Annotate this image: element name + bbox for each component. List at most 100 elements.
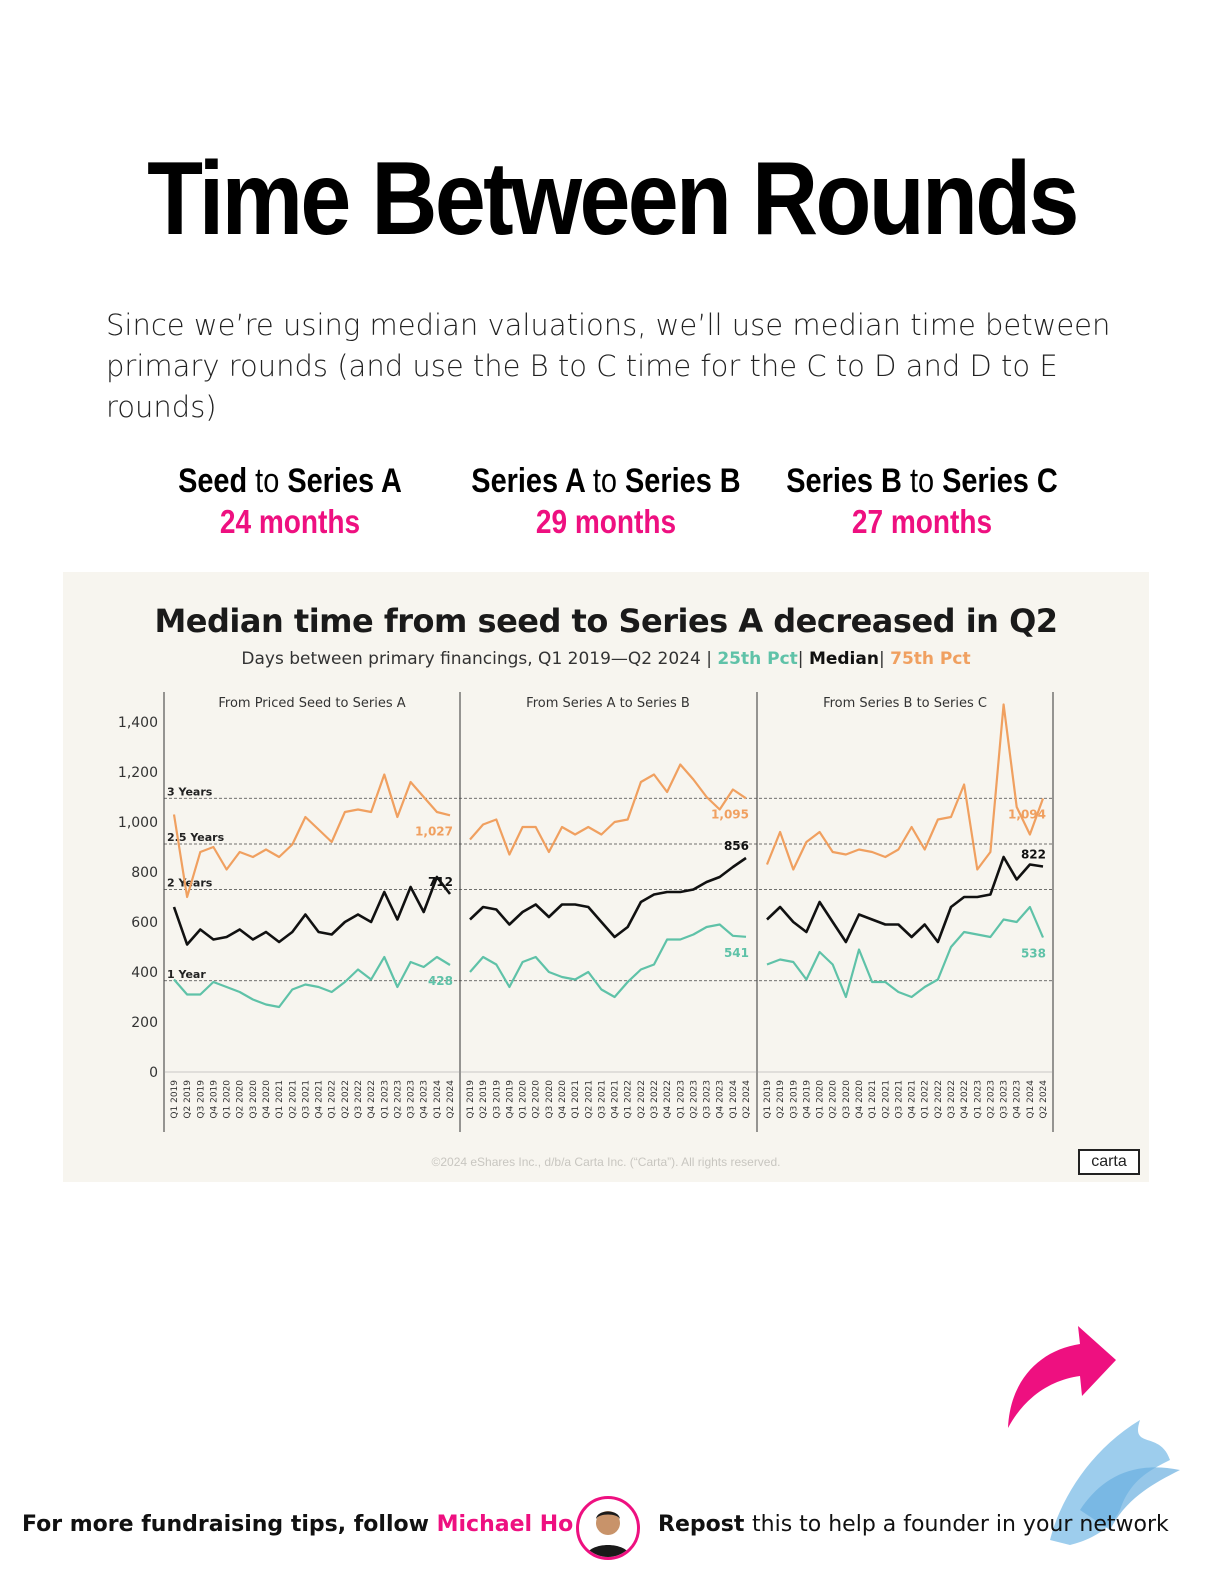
chart-subtitle-text: Days between primary financings, Q1 2019… <box>241 649 712 669</box>
x-tick-label: Q1 2021 <box>868 1080 878 1119</box>
y-tick-label: 1,400 <box>118 715 158 731</box>
x-tick-label: Q1 2020 <box>816 1080 826 1119</box>
reference-line-label: 2 Years <box>167 877 213 890</box>
x-tick-label: Q4 2023 <box>716 1080 726 1119</box>
x-tick-label: Q2 2019 <box>479 1080 489 1119</box>
page-title: Time Between Rounds <box>147 141 1079 257</box>
x-tick-label: Q2 2020 <box>829 1080 839 1119</box>
x-tick-label: Q2 2024 <box>1039 1080 1049 1119</box>
x-tick-label: Q2 2021 <box>584 1080 594 1119</box>
stat-to-word: to <box>909 462 935 500</box>
x-tick-label: Q2 2021 <box>288 1080 298 1119</box>
x-tick-label: Q1 2024 <box>1026 1080 1036 1119</box>
x-tick-label: Q4 2021 <box>315 1080 325 1119</box>
x-tick-label: Q3 2021 <box>597 1080 607 1119</box>
panel-title: From Series A to Series B <box>526 696 690 711</box>
x-tick-label: Q1 2019 <box>170 1080 180 1119</box>
x-tick-label: Q3 2022 <box>354 1080 364 1119</box>
x-tick-label: Q4 2021 <box>611 1080 621 1119</box>
legend-sep: | <box>878 649 885 669</box>
x-tick-label: Q4 2020 <box>855 1080 865 1119</box>
copyright: ©2024 eShares Inc., d/b/a Carta Inc. (“C… <box>431 1155 781 1169</box>
x-tick-label: Q3 2022 <box>650 1080 660 1119</box>
chart-svg: 0 200 400 600 800 1,000 1,200 1,400 3 Years 2.5 Y… <box>118 692 1054 1132</box>
x-tick-label: Q4 2019 <box>802 1080 812 1119</box>
legend-median: Median <box>808 649 879 669</box>
x-tick-label: Q3 2021 <box>894 1080 904 1119</box>
x-tick-label: Q2 2022 <box>637 1080 647 1119</box>
x-tick-label: Q3 2020 <box>545 1080 555 1119</box>
y-tick-label: 200 <box>131 1015 158 1031</box>
legend-25th: 25th Pct <box>717 649 798 669</box>
x-tick-label: Q4 2023 <box>1013 1080 1023 1119</box>
x-tick-label: Q1 2020 <box>223 1080 233 1119</box>
y-tick-label: 800 <box>131 865 158 881</box>
x-tick-label: Q2 2023 <box>689 1080 699 1119</box>
x-tick-label: Q1 2022 <box>328 1080 338 1119</box>
reference-line-label: 3 Years <box>167 785 213 798</box>
x-tick-label: Q4 2022 <box>960 1080 970 1119</box>
end-label-p75: 1,094 <box>1008 808 1046 822</box>
subtitle-line-2: primary rounds (and use the B to C time … <box>106 349 1058 424</box>
x-tick-label: Q2 2024 <box>742 1080 752 1119</box>
stat-seed-to-a: Seed to Series A 24 months <box>120 462 460 541</box>
stat-to: Series A <box>287 462 402 500</box>
series-line-p25 <box>173 955 451 1009</box>
stat-b-to-c: Series B to Series C 27 months <box>752 462 1092 541</box>
reference-line-label: 2.5 Years <box>167 831 225 844</box>
x-tick-label: Q1 2021 <box>275 1080 285 1119</box>
series-line-median <box>766 855 1044 944</box>
stat-to: Series B <box>625 462 741 500</box>
y-tick-label: 1,000 <box>118 815 158 831</box>
x-tick-label: Q1 2019 <box>466 1080 476 1119</box>
stat-value: 29 months <box>535 503 677 540</box>
end-label-median: 822 <box>1021 848 1046 862</box>
x-tick-label: Q3 2019 <box>789 1080 799 1119</box>
subtitle-line-1: Since we’re using median valuations, we’… <box>106 308 1111 342</box>
x-tick-label: Q3 2023 <box>1000 1080 1010 1119</box>
x-tick-label: Q3 2019 <box>492 1080 502 1119</box>
x-tick-label: Q1 2024 <box>729 1080 739 1119</box>
series-line-p75 <box>469 763 747 856</box>
x-tick-label: Q2 2022 <box>341 1080 351 1119</box>
end-label-median: 856 <box>724 839 749 853</box>
stat-to-word: to <box>255 462 280 500</box>
series-line-median <box>469 856 747 939</box>
stat-value: 27 months <box>851 503 993 540</box>
x-tick-label: Q2 2021 <box>881 1080 891 1119</box>
x-tick-label: Q2 2023 <box>986 1080 996 1119</box>
y-tick-label: 0 <box>149 1065 158 1081</box>
footer-repost: Repost this to help a founder in your ne… <box>658 1512 1169 1537</box>
x-tick-label: Q1 2023 <box>380 1080 390 1119</box>
griffin-watermark-icon <box>1050 1420 1180 1545</box>
x-tick-label: Q3 2022 <box>947 1080 957 1119</box>
y-tick-label: 1,200 <box>118 765 158 781</box>
x-tick-label: Q4 2019 <box>505 1080 515 1119</box>
chart-panel: Median time from seed to Series A decrea… <box>63 572 1149 1182</box>
x-tick-label: Q3 2021 <box>301 1080 311 1119</box>
carta-logo: carta <box>1078 1149 1140 1175</box>
series-line-p75 <box>172 773 451 899</box>
end-label-p75: 1,095 <box>711 807 749 821</box>
author-link[interactable]: Michael Ho <box>436 1512 574 1537</box>
x-tick-label: Q2 2020 <box>236 1080 246 1119</box>
series-line-p25 <box>766 905 1045 999</box>
x-tick-label: Q4 2022 <box>367 1080 377 1119</box>
x-tick-label: Q1 2019 <box>763 1080 773 1119</box>
x-tick-label: Q4 2023 <box>420 1080 430 1119</box>
end-label-p25: 541 <box>724 946 749 960</box>
stat-from: Series B <box>786 462 902 500</box>
series-line-median <box>172 875 452 946</box>
chart-title: Median time from seed to Series A decrea… <box>154 602 1058 640</box>
avatar <box>576 1496 640 1560</box>
x-tick-label: Q3 2023 <box>703 1080 713 1119</box>
stat-value: 24 months <box>219 503 361 540</box>
x-tick-label: Q4 2020 <box>262 1080 272 1119</box>
x-tick-label: Q2 2024 <box>446 1080 456 1119</box>
footer-follow-text: For more fundraising tips, follow <box>22 1512 429 1537</box>
x-tick-label: Q2 2019 <box>183 1080 193 1119</box>
end-label-median: 712 <box>428 875 453 889</box>
footer-follow: For more fundraising tips, follow Michae… <box>22 1512 573 1537</box>
x-tick-label: Q3 2020 <box>249 1080 259 1119</box>
stat-from: Series A <box>471 462 585 500</box>
